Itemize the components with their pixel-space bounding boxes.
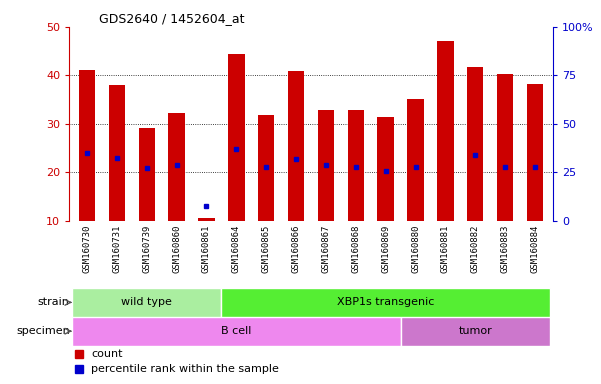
Bar xyxy=(258,115,275,221)
Bar xyxy=(401,317,550,346)
Bar xyxy=(79,70,95,221)
Text: GSM160884: GSM160884 xyxy=(531,224,540,273)
Bar xyxy=(497,74,513,221)
Bar xyxy=(221,288,550,317)
Bar xyxy=(168,113,185,221)
Text: GSM160864: GSM160864 xyxy=(232,224,241,273)
Bar xyxy=(347,110,364,221)
Bar xyxy=(139,128,155,221)
Bar xyxy=(467,67,483,221)
Bar xyxy=(527,84,543,221)
Bar xyxy=(228,53,245,221)
Text: GSM160883: GSM160883 xyxy=(501,224,510,273)
Bar xyxy=(318,110,334,221)
Text: GSM160866: GSM160866 xyxy=(291,224,300,273)
Bar xyxy=(407,99,424,221)
Text: GSM160731: GSM160731 xyxy=(112,224,121,273)
Text: tumor: tumor xyxy=(459,326,492,336)
Text: GSM160861: GSM160861 xyxy=(202,224,211,273)
Bar xyxy=(72,288,221,317)
Text: count: count xyxy=(91,349,123,359)
Text: percentile rank within the sample: percentile rank within the sample xyxy=(91,364,279,374)
Bar xyxy=(72,317,401,346)
Text: GSM160739: GSM160739 xyxy=(142,224,151,273)
Text: GSM160868: GSM160868 xyxy=(352,224,361,273)
Text: specimen: specimen xyxy=(16,326,70,336)
Text: GSM160882: GSM160882 xyxy=(471,224,480,273)
Text: XBP1s transgenic: XBP1s transgenic xyxy=(337,297,435,308)
Text: GSM160860: GSM160860 xyxy=(172,224,181,273)
Text: GSM160865: GSM160865 xyxy=(261,224,270,273)
Text: GSM160881: GSM160881 xyxy=(441,224,450,273)
Bar xyxy=(377,117,394,221)
Bar xyxy=(109,85,125,221)
Bar xyxy=(437,41,454,221)
Text: GDS2640 / 1452604_at: GDS2640 / 1452604_at xyxy=(99,12,245,25)
Text: GSM160869: GSM160869 xyxy=(381,224,390,273)
Text: GSM160867: GSM160867 xyxy=(322,224,331,273)
Text: strain: strain xyxy=(38,297,70,308)
Text: B cell: B cell xyxy=(221,326,252,336)
Text: GSM160880: GSM160880 xyxy=(411,224,420,273)
Text: GSM160730: GSM160730 xyxy=(82,224,91,273)
Bar xyxy=(288,71,304,221)
Bar xyxy=(198,218,215,221)
Text: wild type: wild type xyxy=(121,297,172,308)
